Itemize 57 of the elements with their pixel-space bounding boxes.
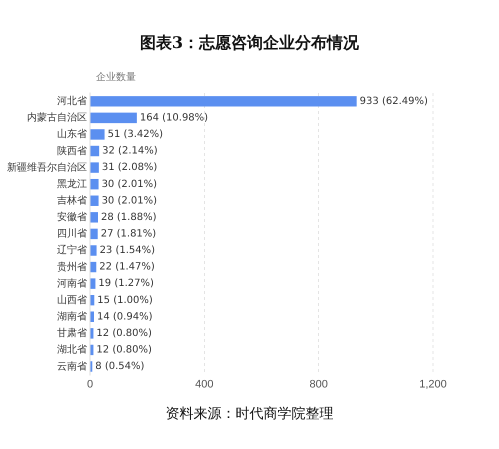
data-label: 27 (1.81%) [100,228,156,240]
data-label: 32 (2.14%) [102,146,158,157]
y-tick-label: 四川省 [57,228,87,240]
bar [90,312,94,322]
y-tick-label: 河南省 [57,277,87,290]
data-label: 30 (2.01%) [102,195,158,206]
y-tick-label: 内蒙古自治区 [27,112,87,124]
x-axis-title: 企业数量 [96,70,136,84]
y-tick-label: 黑龙江 [57,178,87,190]
bar [90,245,97,256]
data-label: 30 (2.01%) [102,178,158,190]
bar [90,129,105,140]
y-tick-label: 湖北省 [57,344,87,356]
y-tick-label: 甘肃省 [57,327,87,340]
y-tick-label: 河北省 [57,95,87,108]
text: 资料来源：时代商学院整理 [164,405,334,423]
y-tick-label: 辽宁省 [57,244,87,256]
bar [90,162,99,173]
data-label: 14 (0.94%) [97,311,153,322]
x-tick-label: 800 [309,378,328,390]
y-tick-label: 吉林省 [57,194,87,206]
data-label: 31 (2.08%) [102,162,158,174]
data-label: 23 (1.54%) [100,245,156,256]
y-tick-label: 陕西省 [57,144,87,157]
bar [90,96,357,107]
bar [90,112,137,124]
bar [90,178,99,190]
data-label: 12 (0.80%) [96,344,152,356]
bar [90,146,100,156]
y-tick-label: 云南省 [57,360,87,372]
chart-title: 图表3：志愿咨询企业分布情况 [138,33,360,54]
x-tick-label: 1,200 [419,378,447,390]
y-tick-label: 新疆维吾尔自治区 [7,161,87,174]
bar [90,228,98,240]
bar [90,212,98,223]
y-tick-label: 贵州省 [57,260,87,273]
data-label: 51 (3.42%) [108,129,164,140]
data-label: 22 (1.47%) [99,262,155,273]
data-label: 15 (1.00%) [97,294,153,306]
data-label: 164 (10.98%) [140,112,208,124]
x-tick-label: 0 [86,378,94,390]
x-tick-label: 400 [195,378,214,390]
bar [90,262,96,272]
y-tick-label: 湖南省 [57,310,87,323]
data-label: 933 (62.49%) [360,96,428,107]
y-tick-label: 安徽省 [57,211,87,224]
bar [90,196,99,206]
y-tick-label: 山东省 [57,128,87,140]
data-label: 12 (0.80%) [96,328,152,339]
bar [90,344,94,356]
data-label: 28 (1.88%) [101,212,157,223]
data-label: 8 (0.54%) [95,361,144,372]
data-label: 19 (1.27%) [98,278,154,290]
bar [90,278,96,289]
bar [90,328,94,339]
bar [90,294,94,306]
y-tick-label: 山西省 [57,294,87,306]
